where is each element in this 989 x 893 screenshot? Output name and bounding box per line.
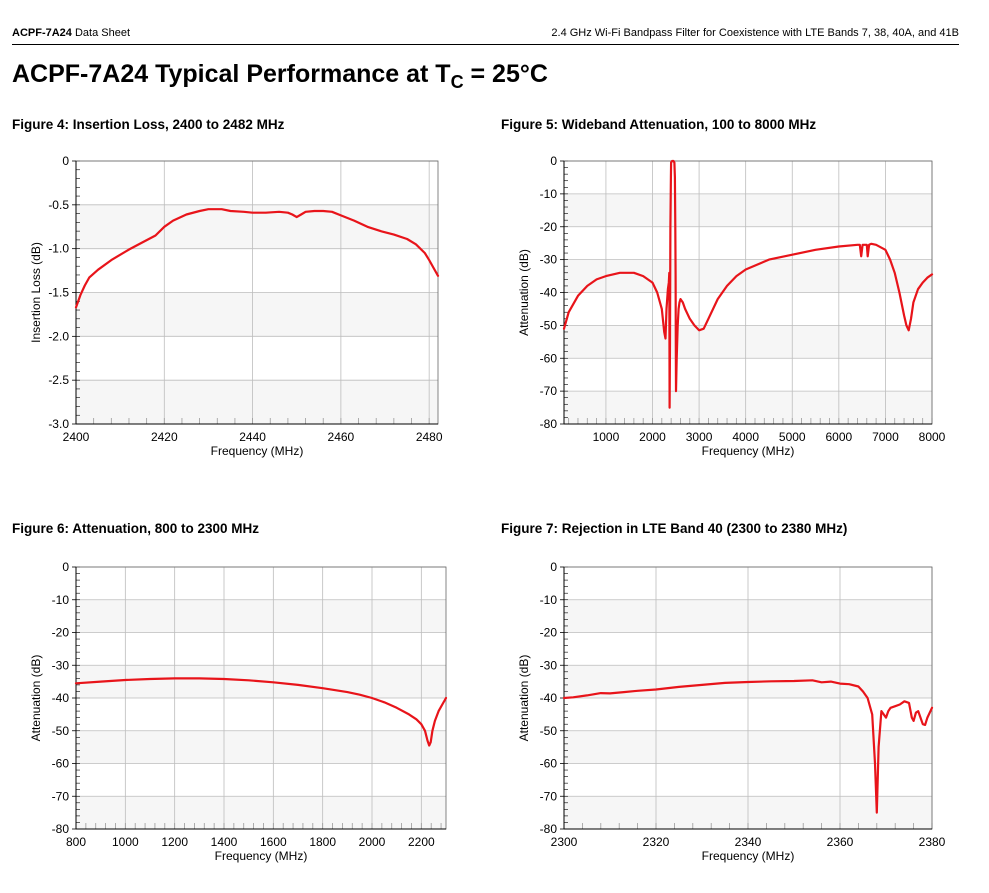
y-tick-label: -10: [540, 187, 558, 201]
plot-band: [76, 380, 438, 424]
x-tick-label: 2340: [735, 835, 762, 849]
y-tick-label: -3.0: [48, 417, 69, 431]
x-tick-label: 5000: [779, 430, 806, 444]
series-line: [562, 679, 934, 814]
y-tick-label: -80: [52, 822, 70, 836]
x-tick-label: 1000: [112, 835, 139, 849]
header-rule: [12, 44, 959, 45]
y-axis-label: Attenuation (dB): [517, 655, 531, 742]
header-doc-description: 2.4 GHz Wi-Fi Bandpass Filter for Coexis…: [551, 27, 959, 39]
plot-band: [76, 599, 446, 633]
x-tick-label: 7000: [872, 430, 899, 444]
y-tick-label: -2.5: [48, 373, 69, 387]
y-tick-label: -1.5: [48, 286, 69, 300]
x-tick-label: 2320: [643, 835, 670, 849]
page-title-subscript: C: [450, 72, 464, 92]
x-tick-label: 800: [66, 835, 86, 849]
x-tick-label: 1200: [161, 835, 188, 849]
x-axis-label: Frequency (MHz): [211, 444, 304, 458]
y-tick-label: -60: [540, 757, 558, 771]
x-tick-label: 2360: [827, 835, 854, 849]
y-axis-label: Attenuation (dB): [517, 249, 531, 336]
y-tick-label: 0: [550, 560, 557, 574]
y-tick-label: 0: [62, 154, 69, 168]
y-tick-label: -30: [540, 253, 558, 267]
plot-band: [564, 193, 932, 227]
series-line: [74, 677, 448, 747]
y-tick-label: 0: [550, 154, 557, 168]
series-line: [562, 159, 934, 409]
x-tick-label: 2400: [63, 430, 90, 444]
y-tick-label: -10: [540, 593, 558, 607]
y-tick-label: -60: [540, 351, 558, 365]
page-title: ACPF-7A24 Typical Performance at TC = 25…: [12, 60, 548, 92]
y-tick-label: -20: [52, 626, 70, 640]
x-axis-label: Frequency (MHz): [215, 849, 308, 863]
y-tick-label: -40: [540, 286, 558, 300]
figure-5-caption: Figure 5: Wideband Attenuation, 100 to 8…: [501, 117, 817, 132]
x-tick-label: 2460: [328, 430, 355, 444]
y-tick-label: -80: [540, 417, 558, 431]
x-tick-label: 1600: [260, 835, 287, 849]
header-part-number: ACPF-7A24: [12, 27, 72, 39]
x-tick-label: 2420: [151, 430, 178, 444]
y-tick-label: -80: [540, 822, 558, 836]
y-tick-label: -60: [52, 757, 70, 771]
y-tick-label: -40: [52, 691, 70, 705]
x-axis-label: Frequency (MHz): [702, 849, 795, 863]
x-tick-label: 1000: [593, 430, 620, 444]
y-tick-label: 0: [62, 560, 69, 574]
y-tick-label: -50: [52, 724, 70, 738]
series-line: [74, 208, 440, 309]
y-tick-label: -10: [52, 593, 70, 607]
y-tick-label: -70: [540, 789, 558, 803]
page-title-tail: = 25°C: [463, 60, 548, 88]
y-tick-label: -50: [540, 318, 558, 332]
x-tick-label: 3000: [686, 430, 713, 444]
figure-7-caption: Figure 7: Rejection in LTE Band 40 (2300…: [501, 521, 848, 536]
plot-band: [76, 730, 446, 764]
x-axis-label: Frequency (MHz): [702, 444, 795, 458]
y-tick-label: -2.0: [48, 329, 69, 343]
figure-6-caption: Figure 6: Attenuation, 800 to 2300 MHz: [12, 521, 260, 536]
y-tick-label: -70: [540, 384, 558, 398]
x-tick-label: 2440: [239, 430, 266, 444]
x-tick-label: 1800: [309, 835, 336, 849]
y-axis-label: Insertion Loss (dB): [29, 242, 43, 343]
y-tick-label: -30: [52, 658, 70, 672]
y-tick-label: -1.0: [48, 242, 69, 256]
y-tick-label: -40: [540, 691, 558, 705]
y-axis-label: Attenuation (dB): [29, 655, 43, 742]
x-tick-label: 1400: [211, 835, 238, 849]
x-tick-label: 6000: [825, 430, 852, 444]
x-tick-label: 8000: [919, 430, 946, 444]
plot-band: [564, 391, 932, 424]
y-tick-label: -0.5: [48, 198, 69, 212]
header-doc-id: ACPF-7A24 Data Sheet: [12, 27, 130, 39]
x-tick-label: 2000: [639, 430, 666, 444]
x-tick-label: 2380: [919, 835, 946, 849]
plot-band: [76, 292, 438, 337]
y-tick-label: -20: [540, 626, 558, 640]
y-tick-label: -50: [540, 724, 558, 738]
x-tick-label: 2480: [416, 430, 443, 444]
plot-band: [564, 325, 932, 359]
figure-4-caption: Figure 4: Insertion Loss, 2400 to 2482 M…: [12, 117, 285, 132]
plot-band: [76, 796, 446, 829]
header-doc-type: Data Sheet: [71, 27, 130, 39]
y-tick-label: -70: [52, 789, 70, 803]
page-title-main: ACPF-7A24 Typical Performance at T: [12, 60, 451, 88]
x-tick-label: 4000: [732, 430, 759, 444]
x-tick-label: 2200: [408, 835, 435, 849]
plot-band: [564, 259, 932, 293]
x-tick-label: 2300: [551, 835, 578, 849]
x-tick-label: 2000: [359, 835, 386, 849]
y-tick-label: -20: [540, 220, 558, 234]
y-tick-label: -30: [540, 658, 558, 672]
